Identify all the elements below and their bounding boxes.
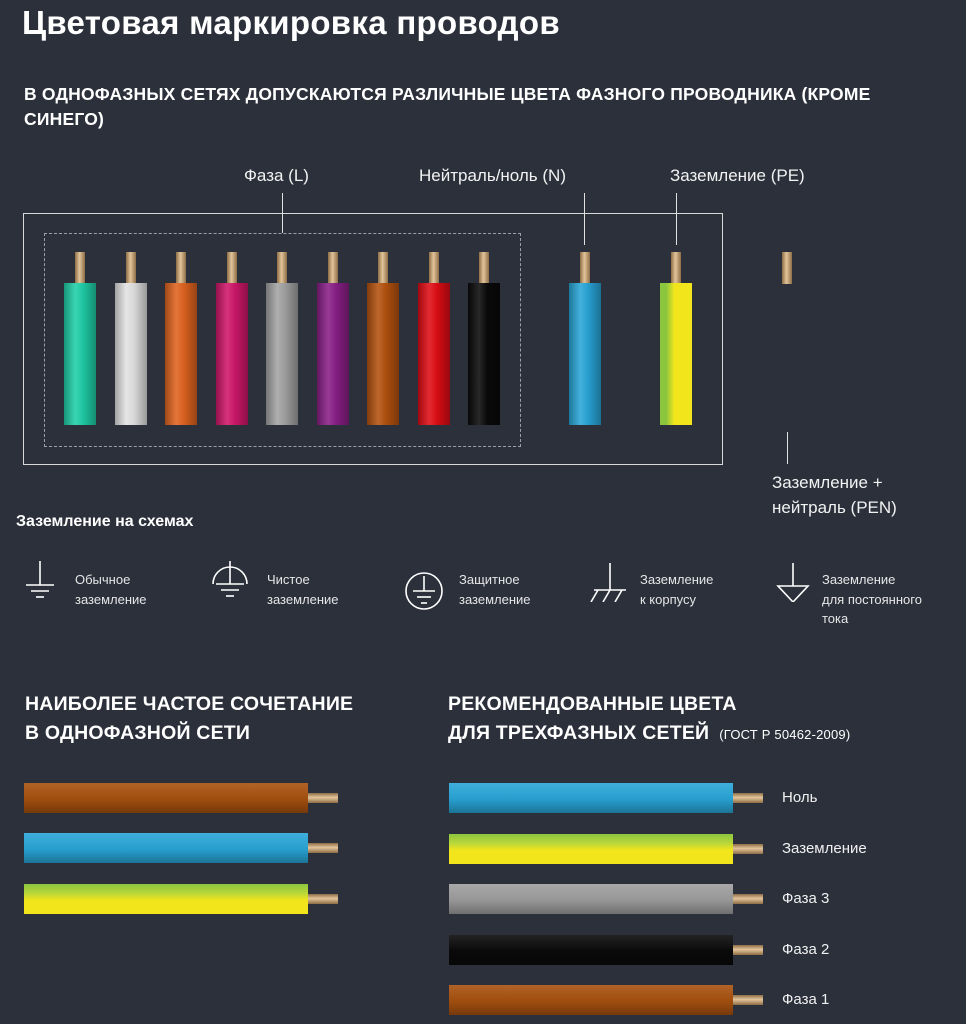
protective-ground-symbol-label: Защитное заземление <box>459 572 531 607</box>
ground-conductor <box>671 252 681 284</box>
phase-conductor <box>176 252 186 284</box>
three-phase-wire <box>449 934 733 965</box>
phase-wire <box>468 283 500 425</box>
phase-conductor <box>428 252 439 284</box>
phase-conductor <box>327 252 338 284</box>
three-phase-conductor <box>733 944 763 955</box>
chassis-ground-icon <box>590 563 626 602</box>
dc-ground-symbol-label: Заземление для постоянного тока <box>822 572 922 626</box>
phase-conductor <box>479 252 489 284</box>
dc-ground-icon <box>776 563 810 602</box>
neutral-label: Нейтраль/ноль (N) <box>419 166 566 185</box>
neutral-conductor <box>580 252 590 284</box>
three-phase-wire-label: Фаза 2 <box>782 940 830 958</box>
phase-wire <box>64 283 96 425</box>
phase-wire <box>114 283 147 425</box>
phase-wire <box>165 283 197 425</box>
three-phase-wire <box>449 783 733 813</box>
three-phase-conductor <box>733 843 763 854</box>
single-phase-heading-line2: В ОДНОФАЗНОЙ СЕТИ <box>25 722 251 744</box>
phase-wire <box>367 283 399 425</box>
three-phase-wire <box>449 833 733 864</box>
clean-ground-icon <box>212 561 248 597</box>
ground-symbol-label: Обычное заземление <box>75 572 147 607</box>
three-phase-conductor <box>733 793 763 803</box>
protective-ground-icon <box>405 572 443 610</box>
neutral-leader-line <box>584 193 585 245</box>
ground-label: Заземление (PE) <box>670 166 805 185</box>
three-phase-wire <box>449 985 733 1015</box>
gost-standard-label: (ГОСТ Р 50462-2009) <box>719 727 851 742</box>
phase-wire <box>215 283 248 425</box>
pen-label: Заземление + нейтраль (PEN) <box>772 473 897 517</box>
ground-icon <box>26 561 54 598</box>
single-phase-conductor-ground <box>308 894 338 904</box>
wire-group-frame <box>23 213 723 465</box>
phase-wire <box>417 283 450 425</box>
phase-label: Фаза (L) <box>244 166 309 185</box>
three-phase-heading: РЕКОМЕНДОВАННЫЕ ЦВЕТА ДЛЯ ТРЕХФАЗНЫХ СЕТ… <box>448 690 850 749</box>
ground-wire <box>660 283 692 425</box>
three-phase-conductor <box>733 995 763 1005</box>
three-phase-wire-label: Ноль <box>782 789 818 806</box>
phase-conductor <box>226 252 237 284</box>
three-phase-wire <box>449 884 733 914</box>
single-phase-wire-ground <box>24 884 308 914</box>
ground-leader-line <box>676 193 677 245</box>
three-phase-wire-label: Заземление <box>782 839 867 857</box>
phase-leader-line <box>282 193 283 233</box>
single-phase-wire-phase <box>24 783 308 813</box>
three-phase-heading-line2: ДЛЯ ТРЕХФАЗНЫХ СЕТЕЙ <box>448 722 710 744</box>
single-phase-wire-neutral <box>24 833 308 863</box>
phase-conductor <box>277 252 287 284</box>
three-phase-conductor <box>733 894 763 904</box>
pen-conductor <box>782 252 792 284</box>
phase-wire <box>316 283 349 425</box>
pen-wire <box>771 283 803 425</box>
single-phase-conductor-phase <box>308 793 338 803</box>
page-title: Цветовая маркировка проводов <box>22 4 560 41</box>
single-phase-heading: НАИБОЛЕЕ ЧАСТОЕ СОЧЕТАНИЕ В ОДНОФАЗНОЙ С… <box>25 690 353 748</box>
phase-conductor <box>75 252 85 284</box>
phase-wire <box>266 283 298 425</box>
single-phase-conductor-neutral <box>308 843 338 853</box>
clean-ground-symbol-label: Чистое заземление <box>267 572 339 607</box>
phase-conductor <box>378 252 388 284</box>
grounding-section-title: Заземление на схемах <box>16 513 194 530</box>
three-phase-heading-line1: РЕКОМЕНДОВАННЫЕ ЦВЕТА <box>448 693 737 715</box>
neutral-wire <box>569 283 601 425</box>
phase-wire-group-frame <box>44 233 521 447</box>
single-phase-heading-line1: НАИБОЛЕЕ ЧАСТОЕ СОЧЕТАНИЕ <box>25 693 354 715</box>
three-phase-wire-label: Фаза 1 <box>782 991 830 1008</box>
pen-leader-line <box>787 432 788 464</box>
phase-conductor <box>125 252 136 284</box>
three-phase-wire-label: Фаза 3 <box>782 890 830 907</box>
subtitle: В ОДНОФАЗНЫХ СЕТЯХ ДОПУСКАЮТСЯ РАЗЛИЧНЫЕ… <box>24 84 871 129</box>
chassis-ground-symbol-label: Заземление к корпусу <box>640 572 714 607</box>
